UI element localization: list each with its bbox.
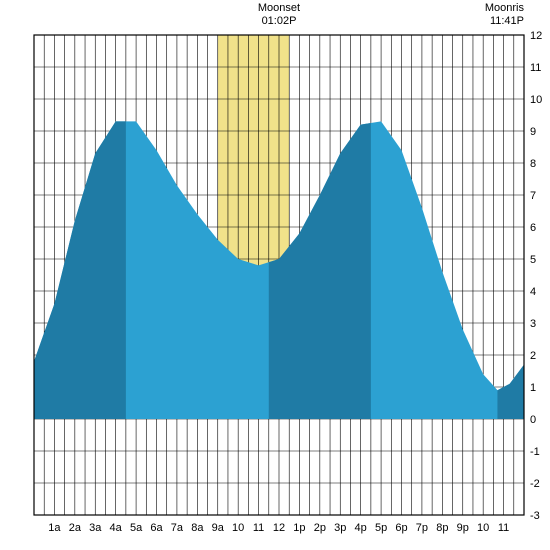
x-tick-label: 7p: [416, 522, 428, 534]
y-tick-label: 12: [530, 30, 542, 42]
y-tick-label: 4: [530, 286, 536, 298]
x-tick-label: 1p: [293, 522, 305, 534]
x-tick-label: 8a: [191, 522, 204, 534]
y-tick-label: 8: [530, 158, 536, 170]
x-tick-label: 6a: [150, 522, 163, 534]
y-tick-label: 6: [530, 222, 536, 234]
y-tick-label: 1: [530, 382, 536, 394]
y-tick-label: 10: [530, 94, 542, 106]
y-tick-label: 9: [530, 126, 536, 138]
y-tick-label: 7: [530, 190, 536, 202]
x-tick-label: 5p: [375, 522, 387, 534]
y-tick-label: -1: [530, 446, 540, 458]
moon-annotation-0: Moonset01:02P: [239, 2, 319, 28]
x-tick-label: 4a: [110, 522, 123, 534]
x-tick-label: 4p: [355, 522, 367, 534]
x-tick-label: 5a: [130, 522, 143, 534]
x-tick-label: 3p: [334, 522, 346, 534]
x-tick-label: 10: [232, 522, 244, 534]
x-tick-label: 1a: [48, 522, 61, 534]
y-tick-label: -3: [530, 510, 540, 522]
x-tick-label: 11: [498, 522, 509, 534]
moon-annotation-time: 01:02P: [239, 15, 319, 28]
x-tick-label: 9a: [212, 522, 225, 534]
moon-annotation-1: Moonris11:41P: [485, 2, 524, 28]
moon-annotation-title: Moonris: [485, 2, 524, 15]
y-tick-label: 0: [530, 414, 536, 426]
moon-annotation-title: Moonset: [239, 2, 319, 15]
x-tick-label: 8p: [436, 522, 448, 534]
x-tick-label: 2a: [69, 522, 82, 534]
y-tick-label: 5: [530, 254, 536, 266]
tide-chart: -3-2-101234567891011121a2a3a4a5a6a7a8a9a…: [0, 0, 550, 550]
chart-svg: -3-2-101234567891011121a2a3a4a5a6a7a8a9a…: [0, 0, 550, 550]
x-tick-label: 3a: [89, 522, 102, 534]
moon-annotation-time: 11:41P: [485, 15, 524, 28]
x-tick-label: 10: [477, 522, 489, 534]
y-tick-label: 3: [530, 318, 536, 330]
x-tick-label: 6p: [395, 522, 407, 534]
y-tick-label: 2: [530, 350, 536, 362]
x-tick-label: 9p: [457, 522, 469, 534]
x-tick-label: 12: [273, 522, 285, 534]
y-tick-label: -2: [530, 478, 540, 490]
x-tick-label: 11: [253, 522, 264, 534]
x-tick-label: 7a: [171, 522, 184, 534]
y-tick-label: 11: [530, 62, 541, 74]
x-tick-label: 2p: [314, 522, 326, 534]
